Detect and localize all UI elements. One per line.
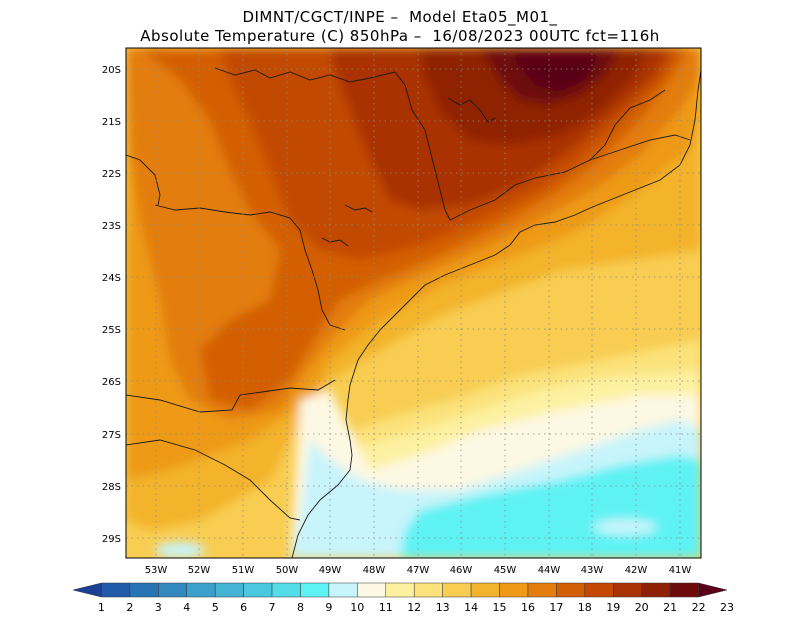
colorbar-label: 16: [521, 601, 535, 614]
lat-label: 25S: [102, 325, 121, 336]
title-line-2: Absolute Temperature (C) 850hPa – 16/08/…: [140, 27, 660, 45]
colorbar-label: 19: [606, 601, 620, 614]
colorbar-swatch: [584, 582, 614, 598]
colorbar-swatch: [385, 582, 415, 598]
temperature-field: [126, 48, 701, 558]
lon-label: 42W: [625, 565, 648, 576]
colorbar-swatch: [300, 582, 330, 598]
colorbar-swatch: [328, 582, 358, 598]
colorbar-swatch: [129, 582, 159, 598]
colorbar: 1 2 3 4 5 6 7 8 9 10 11 12 13 14 15 16 17 18 19 20 21 22 23: [72, 582, 734, 614]
lat-label: 24S: [102, 273, 121, 284]
colorbar-label: 2: [126, 601, 133, 614]
colorbar-swatch: [72, 582, 102, 598]
lon-label: 51W: [232, 565, 255, 576]
colorbar-swatch: [413, 582, 443, 598]
colorbar-swatch: [556, 582, 586, 598]
lat-label: 28S: [102, 482, 121, 493]
longitude-labels: 53W 52W 51W 50W 49W 48W 47W 46W 45W 44W …: [145, 565, 692, 576]
colorbar-label: 6: [240, 601, 247, 614]
lon-label: 50W: [276, 565, 299, 576]
colorbar-swatch: [669, 582, 699, 598]
lat-label: 27S: [102, 430, 121, 441]
colorbar-label: 14: [464, 601, 478, 614]
title-line-1: DIMNT/CGCT/INPE – Model Eta05_M01_: [242, 8, 558, 26]
coastline-and-borders: [126, 67, 701, 558]
colorbar-label: 20: [635, 601, 649, 614]
colorbar-label: 1: [98, 601, 105, 614]
colorbar-label: 17: [549, 601, 563, 614]
colorbar-swatch: [613, 582, 642, 598]
colorbar-swatch: [101, 582, 131, 598]
colorbar-label: 9: [325, 601, 332, 614]
colorbar-label: 10: [350, 601, 364, 614]
lon-label: 52W: [188, 565, 211, 576]
colorbar-swatch: [442, 582, 472, 598]
lon-label: 53W: [145, 565, 168, 576]
lat-label: 26S: [102, 377, 121, 388]
colorbar-swatch: [698, 582, 728, 598]
colorbar-label: 22: [692, 601, 706, 614]
lon-label: 49W: [319, 565, 342, 576]
lat-label: 20S: [102, 65, 121, 76]
lon-label: 45W: [494, 565, 517, 576]
colorbar-swatch: [214, 582, 244, 598]
colorbar-swatch: [186, 582, 216, 598]
lat-label: 23S: [102, 221, 121, 232]
colorbar-label: 23: [720, 601, 734, 614]
lon-label: 47W: [407, 565, 430, 576]
colorbar-label: 18: [578, 601, 592, 614]
map-frame: [125, 47, 702, 559]
colorbar-swatch: [499, 582, 529, 598]
colorbar-label: 5: [212, 601, 219, 614]
lon-label: 46W: [450, 565, 473, 576]
colorbar-label: 8: [297, 601, 304, 614]
colorbar-label: 13: [436, 601, 450, 614]
colorbar-swatch: [158, 582, 187, 598]
colorbar-label: 21: [663, 601, 677, 614]
colorbar-label: 15: [493, 601, 507, 614]
lat-label: 29S: [102, 534, 121, 545]
lat-label: 21S: [102, 117, 121, 128]
colorbar-swatch: [243, 582, 273, 598]
latitude-labels: 20S 21S 22S 23S 24S 25S 26S 27S 28S 29S: [102, 65, 121, 545]
colorbar-label: 4: [183, 601, 190, 614]
colorbar-swatch: [271, 582, 301, 598]
colorbar-swatch: [641, 582, 671, 598]
colorbar-swatch: [527, 582, 557, 598]
lon-label: 41W: [669, 565, 692, 576]
lat-label: 22S: [102, 169, 121, 180]
lon-label: 44W: [538, 565, 561, 576]
colorbar-swatch: [470, 582, 500, 598]
colorbar-label: 7: [269, 601, 276, 614]
lon-label: 43W: [581, 565, 604, 576]
colorbar-swatch: [357, 582, 387, 598]
colorbar-label: 11: [379, 601, 393, 614]
colorbar-label: 12: [407, 601, 421, 614]
colorbar-label: 3: [155, 601, 162, 614]
lon-label: 48W: [363, 565, 386, 576]
graticule: [126, 48, 701, 558]
